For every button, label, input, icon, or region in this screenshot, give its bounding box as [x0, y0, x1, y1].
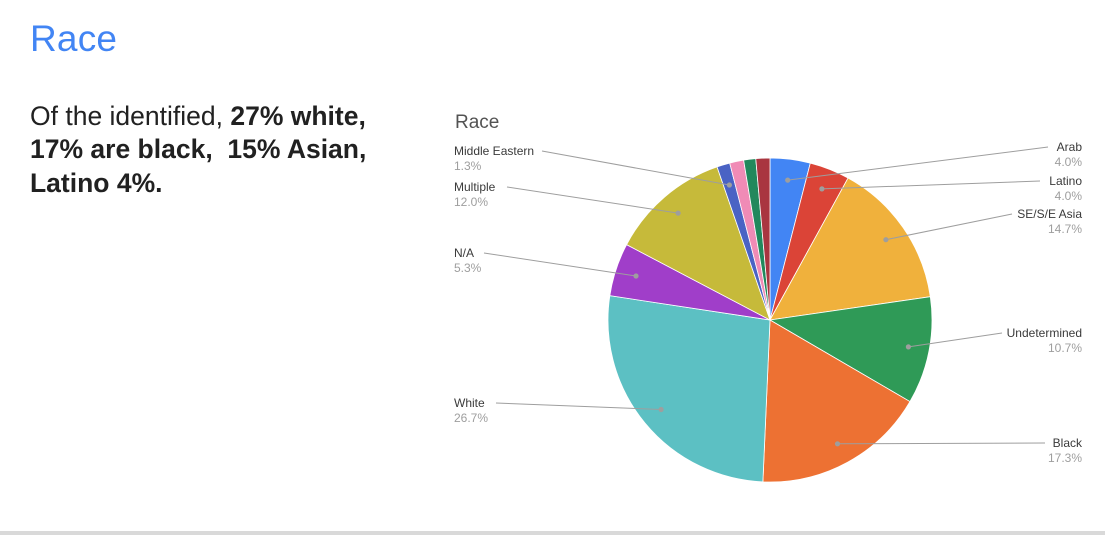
callout-line — [483, 252, 637, 277]
callout-line — [821, 180, 1041, 190]
callout-label: SE/S/E Asia — [1017, 207, 1082, 221]
callout-dot — [785, 177, 791, 183]
pie-slice-se-s-e-asia — [769, 177, 931, 321]
callout-black: Black 17.3% — [1048, 436, 1082, 466]
callout-dot — [905, 344, 911, 350]
callout-value: 4.0% — [1054, 155, 1082, 169]
chart-title: Race — [455, 112, 500, 133]
callout-value: 10.7% — [1047, 341, 1082, 355]
callout-dot — [658, 406, 664, 413]
callout-line — [908, 332, 1003, 348]
pie-slice-undetermined — [768, 296, 933, 403]
callout-value: 1.3% — [454, 159, 482, 173]
callout-dot — [726, 182, 732, 188]
body-text: Of the identified, 27% white, 17% are bl… — [30, 100, 402, 200]
callout-value: 5.3% — [454, 261, 482, 275]
callout-arab: Arab 4.0% — [1055, 140, 1082, 170]
callout-label: Multiple — [454, 180, 496, 194]
callout-dot — [834, 441, 841, 447]
callout-middle-eastern: Middle Eastern 1.3% — [454, 144, 534, 174]
callout-line — [506, 186, 679, 214]
callout-undetermined: Undetermined 10.7% — [1007, 326, 1082, 356]
pie-chart — [483, 146, 1049, 483]
callout-latino: Latino 4.0% — [1049, 174, 1082, 204]
callout-dot — [675, 210, 681, 216]
callout-white: White 26.7% — [454, 396, 488, 426]
chart-region: Race Arab 4.0% Latino 4.0% SE/S/E Asia 1… — [440, 100, 1100, 535]
callout-label: Arab — [1056, 140, 1082, 154]
callout-value: 14.7% — [1047, 222, 1082, 236]
callout-label: Middle Eastern — [454, 144, 535, 158]
callout-line — [541, 150, 730, 186]
slide-bottom-edge — [0, 531, 1105, 535]
callout-value: 17.3% — [1047, 451, 1082, 465]
body-text-bold: 27% white, 17% are black, 15% Asian, Lat… — [30, 101, 374, 198]
callout-value: 4.0% — [1054, 189, 1082, 203]
callout-dot — [633, 273, 639, 279]
pie-slice-unlabeled-11 — [755, 157, 771, 321]
callout-label: Undetermined — [1006, 326, 1082, 340]
callout-label: Black — [1052, 436, 1082, 450]
pie-slice-black — [762, 319, 911, 483]
callout-dot — [883, 237, 889, 243]
callout-label: White — [454, 396, 485, 410]
callout-label: Latino — [1049, 174, 1082, 188]
callout-value: 26.7% — [454, 411, 489, 425]
callout-multiple: Multiple 12.0% — [454, 180, 495, 210]
callout-na: N/A 5.3% — [454, 246, 481, 276]
callout-label: N/A — [454, 246, 475, 260]
callout-line — [495, 402, 662, 410]
callout-line — [787, 146, 1049, 181]
pie-slice-multiple — [626, 166, 771, 321]
slide-title: Race — [30, 18, 118, 59]
callout-se-s-e-asia: SE/S/E Asia 14.7% — [1017, 207, 1082, 237]
callout-line — [837, 442, 1046, 445]
body-text-normal: Of the identified, — [30, 101, 231, 131]
callout-line — [885, 213, 1013, 241]
callout-dot — [819, 186, 825, 192]
callout-value: 12.0% — [454, 195, 489, 209]
pie-slice-white — [607, 295, 771, 483]
